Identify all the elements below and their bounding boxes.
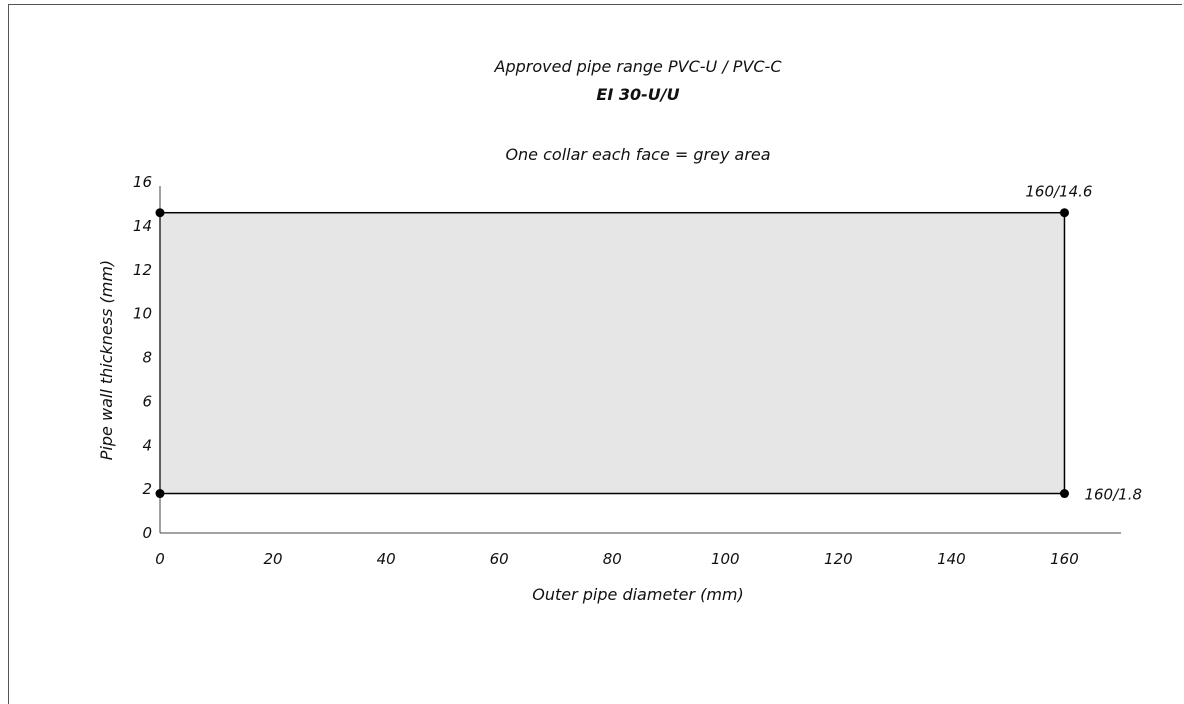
x-tick-label: 120 (824, 550, 853, 568)
x-tick-label: 80 (603, 550, 622, 568)
x-tick-label: 40 (377, 550, 396, 568)
y-tick-label: 4 (142, 436, 152, 454)
x-tick-label: 60 (490, 550, 509, 568)
y-axis-label: Pipe wall thickness (mm) (97, 260, 116, 460)
y-tick-label: 10 (133, 305, 152, 323)
point-label: 160/1.8 (1084, 486, 1142, 504)
y-axis-ticks: 0 2 4 6 8 10 12 14 16 (133, 173, 152, 542)
corner-point (155, 208, 165, 218)
corner-point (155, 489, 165, 499)
approved-range-area (159, 211, 1066, 495)
x-tick-label: 20 (264, 550, 283, 568)
y-tick-label: 8 (142, 349, 152, 367)
chart-annotation: One collar each face = grey area (505, 145, 770, 164)
y-tick-label: 2 (142, 480, 152, 498)
figure-frame (8, 4, 1182, 704)
y-tick-label: 14 (133, 217, 152, 235)
x-tick-label: 160 (1050, 550, 1079, 568)
point-label: 160/14.6 (1025, 183, 1092, 201)
x-tick-label: 140 (937, 550, 966, 568)
chart-title: Approved pipe range PVC-U / PVC-C (494, 57, 783, 76)
chart: Approved pipe range PVC-U / PVC-C EI 30-… (97, 57, 1142, 604)
corner-point (1059, 489, 1069, 499)
x-axis-label: Outer pipe diameter (mm) (532, 585, 743, 604)
x-tick-label: 0 (155, 550, 165, 568)
x-tick-label: 100 (711, 550, 740, 568)
y-tick-label: 6 (142, 392, 152, 410)
y-tick-label: 12 (133, 261, 152, 279)
y-tick-label: 0 (142, 524, 152, 542)
x-axis-ticks: 0 20 40 60 80 100 120 140 160 (155, 550, 1079, 568)
corner-point (1059, 208, 1069, 218)
corner-points: 160/14.6 160/1.8 (155, 183, 1142, 504)
y-tick-label: 16 (133, 173, 152, 191)
chart-subtitle: EI 30-U/U (596, 85, 679, 104)
